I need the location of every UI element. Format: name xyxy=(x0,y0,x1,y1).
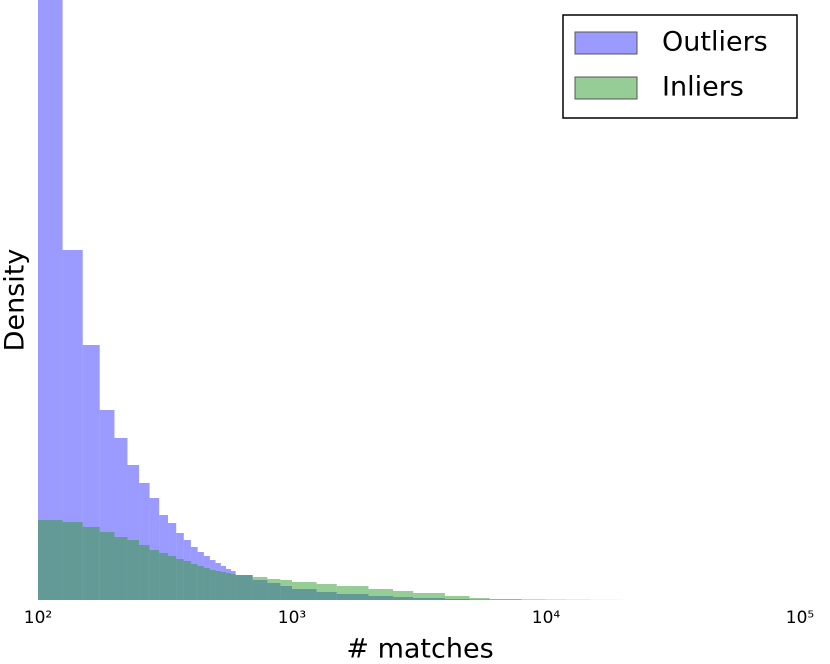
histogram-bar xyxy=(316,584,337,600)
histogram-bar xyxy=(197,566,204,600)
histogram-bar xyxy=(203,568,210,600)
histogram-bar xyxy=(176,559,184,600)
histogram-bar xyxy=(139,545,150,600)
x-axis-label: # matches xyxy=(346,634,493,664)
histogram-bar xyxy=(127,465,140,600)
histogram-bar xyxy=(99,532,115,600)
histogram-bar xyxy=(336,586,369,600)
legend-swatch xyxy=(574,76,638,100)
x-tick-label: 10⁵ xyxy=(786,608,814,628)
histogram-bar xyxy=(215,571,221,600)
histogram-bar xyxy=(209,570,216,600)
legend-label: Outliers xyxy=(662,27,768,58)
histogram-bar xyxy=(444,596,470,600)
legend-swatch xyxy=(574,31,638,55)
histogram-bar xyxy=(469,598,490,600)
histogram-bar xyxy=(393,591,414,600)
histogram-bar xyxy=(230,574,236,600)
histogram-bar xyxy=(82,527,100,600)
x-tick-label: 10³ xyxy=(278,608,306,628)
histogram-bar xyxy=(139,483,150,600)
y-axis-label: Density xyxy=(0,249,31,352)
histogram-bar xyxy=(38,520,63,600)
histogram-bar xyxy=(489,599,522,600)
x-tick-label: 10⁴ xyxy=(532,608,561,628)
legend-label: Inliers xyxy=(662,72,744,103)
histogram-bar xyxy=(183,561,191,600)
histogram-bar xyxy=(159,553,169,600)
histogram-bar xyxy=(220,572,227,600)
histogram-bar xyxy=(413,593,445,600)
x-tick-label: 10² xyxy=(24,608,52,628)
histogram-bar xyxy=(149,498,160,600)
histogram-bar xyxy=(168,556,177,600)
histogram-bar xyxy=(235,575,253,600)
histogram-bar xyxy=(280,580,292,600)
histogram-bar xyxy=(252,577,268,600)
histogram-bar xyxy=(62,522,83,600)
histogram-bar xyxy=(292,582,317,600)
histogram-bar xyxy=(267,579,281,600)
histogram-bar xyxy=(368,589,394,600)
histogram-bar xyxy=(38,0,63,600)
histogram-bar xyxy=(226,573,231,600)
histogram-bar xyxy=(190,564,198,600)
histogram-bar xyxy=(149,550,160,600)
histogram-bar xyxy=(127,540,140,600)
histogram-bar xyxy=(62,250,83,600)
histogram-bar xyxy=(521,599,546,600)
histogram-bar xyxy=(114,537,128,600)
